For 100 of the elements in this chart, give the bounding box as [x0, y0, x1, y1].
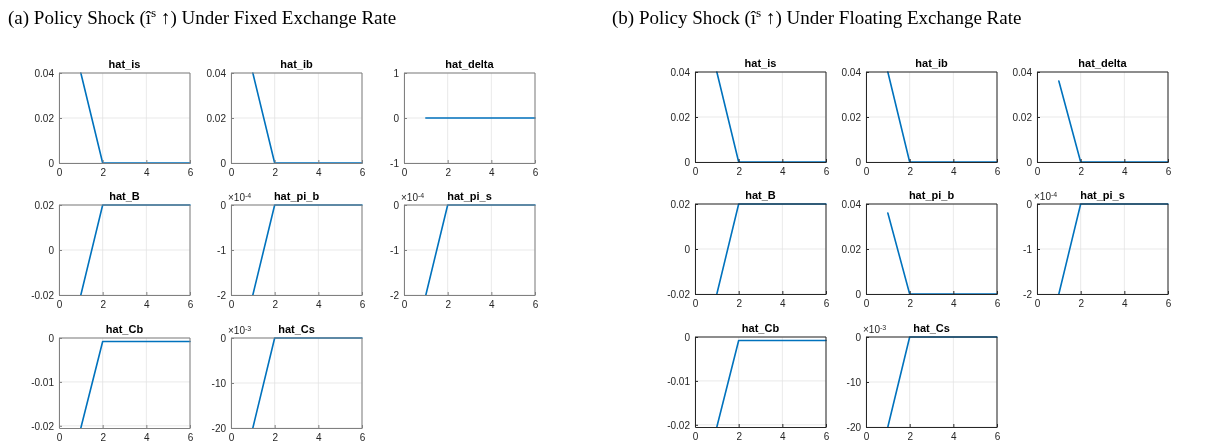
x-tick-label: 6: [359, 299, 366, 311]
x-tick-label: 2: [1078, 298, 1085, 310]
x-tick-label: 2: [736, 166, 743, 178]
y-tick-label: 0: [855, 331, 862, 343]
x-tick-label: 0: [692, 431, 699, 443]
x-tick-label: 0: [692, 298, 699, 310]
text: ×10$^{-4}$: [1034, 190, 1058, 202]
x-tick-label: 6: [823, 431, 830, 443]
x-tick-label: 0: [692, 166, 699, 178]
x-tick-label: 6: [994, 431, 1001, 443]
x-tick-label: 4: [780, 431, 787, 443]
y-tick-label: 0.04: [841, 66, 862, 78]
chart-title: hat_Cs: [913, 322, 950, 334]
x-tick-label: 4: [316, 167, 323, 179]
x-tick-label: 0: [863, 431, 870, 443]
x-tick-label: 0: [228, 299, 235, 311]
y-tick-label: 0.04: [34, 67, 55, 79]
y-tick-label: 0: [48, 157, 55, 169]
x-tick-label: 0: [401, 299, 408, 311]
y-tick-label: -0.02: [31, 289, 55, 301]
x-tick-label: 6: [187, 299, 194, 311]
chart-subtitle: (a) Policy Shock (î$^{s}$ ↑) Under Fixed Exchange Rate: [8, 4, 397, 29]
y-tick-label: 0: [855, 156, 862, 168]
y-tick-label: 0.02: [1012, 111, 1033, 123]
y-tick-label: 0.02: [34, 112, 55, 124]
x-tick-label: 6: [359, 167, 366, 179]
x-tick-label: 6: [359, 432, 366, 444]
x-tick-label: 0: [863, 166, 870, 178]
y-tick-label: 0: [393, 199, 400, 211]
y-tick-label: -1: [390, 157, 400, 169]
x-tick-label: 6: [1165, 298, 1172, 310]
x-tick-label: 6: [994, 298, 1001, 310]
y-tick-label: 0: [684, 243, 691, 255]
chart-title: hat_Cb: [105, 323, 144, 335]
x-tick-label: 4: [780, 298, 787, 310]
x-tick-label: 2: [100, 167, 107, 179]
y-tick-label: 0: [393, 112, 400, 124]
x-tick-label: 2: [445, 167, 452, 179]
chart-title: hat_ib: [915, 57, 948, 69]
x-tick-label: 2: [100, 432, 107, 444]
y-tick-label: 0: [220, 332, 227, 344]
chart-title: hat_B: [745, 189, 776, 201]
x-tick-label: 4: [780, 166, 787, 178]
x-tick-label: 0: [56, 299, 63, 311]
chart-title: hat_Cs: [278, 323, 315, 335]
y-tick-label: -0.02: [31, 420, 55, 432]
chart-title: hat_pi_b: [908, 189, 955, 201]
x-tick-label: 6: [187, 167, 194, 179]
y-tick-label: 0: [684, 156, 691, 168]
y-tick-label: 0.04: [670, 66, 691, 78]
chart-subtitle: (b) Policy Shock (î$^{s}$ ↑) Under Floating Exchange Rate: [612, 4, 1022, 29]
text: ×10$^{-4}$: [228, 191, 252, 203]
y-tick-label: -1: [1023, 243, 1033, 255]
x-tick-label: 2: [272, 432, 279, 444]
x-tick-label: 6: [823, 298, 830, 310]
x-tick-label: 6: [532, 167, 539, 179]
y-tick-label: 0: [1026, 198, 1033, 210]
chart-title: hat_delta: [1078, 57, 1128, 69]
y-tick-label: 0: [220, 157, 227, 169]
x-tick-label: 4: [144, 167, 151, 179]
y-tick-label: -0.02: [667, 419, 691, 431]
y-tick-label: -1: [390, 244, 400, 256]
x-tick-label: 0: [228, 432, 235, 444]
y-tick-label: 0.02: [670, 111, 691, 123]
chart-title: hat_Cb: [741, 322, 780, 334]
x-tick-label: 4: [489, 299, 496, 311]
y-tick-label: 0.02: [841, 243, 862, 255]
y-tick-label: -0.01: [667, 375, 691, 387]
x-tick-label: 0: [1034, 298, 1041, 310]
x-tick-label: 2: [272, 299, 279, 311]
x-tick-label: 0: [56, 432, 63, 444]
x-tick-label: 4: [951, 298, 958, 310]
y-tick-label: -2: [390, 289, 400, 301]
x-tick-label: 2: [272, 167, 279, 179]
y-tick-label: -10: [211, 377, 227, 389]
y-tick-label: 1: [393, 67, 400, 79]
chart-title: hat_pi_s: [447, 190, 492, 202]
chart-title: hat_pi_b: [273, 190, 320, 202]
x-tick-label: 4: [1122, 298, 1129, 310]
chart-title: hat_pi_s: [1080, 189, 1125, 201]
x-tick-label: 2: [100, 299, 107, 311]
y-tick-label: -20: [211, 422, 227, 434]
y-tick-label: 0: [684, 331, 691, 343]
x-tick-label: 0: [401, 167, 408, 179]
y-tick-label: 0.04: [206, 67, 227, 79]
x-tick-label: 0: [1034, 166, 1041, 178]
y-tick-label: -10: [846, 376, 862, 388]
y-tick-label: -2: [217, 289, 227, 301]
y-tick-label: 0.02: [841, 111, 862, 123]
x-tick-label: 2: [1078, 166, 1085, 178]
x-tick-label: 4: [316, 432, 323, 444]
y-tick-label: 0.04: [1012, 66, 1033, 78]
y-tick-label: -1: [217, 244, 227, 256]
y-tick-label: -0.01: [31, 376, 55, 388]
x-tick-label: 2: [907, 431, 914, 443]
x-tick-label: 4: [144, 432, 151, 444]
x-tick-label: 4: [951, 166, 958, 178]
text: ×10$^{-3}$: [228, 324, 252, 336]
chart-title: hat_is: [108, 58, 141, 70]
x-tick-label: 4: [144, 299, 151, 311]
